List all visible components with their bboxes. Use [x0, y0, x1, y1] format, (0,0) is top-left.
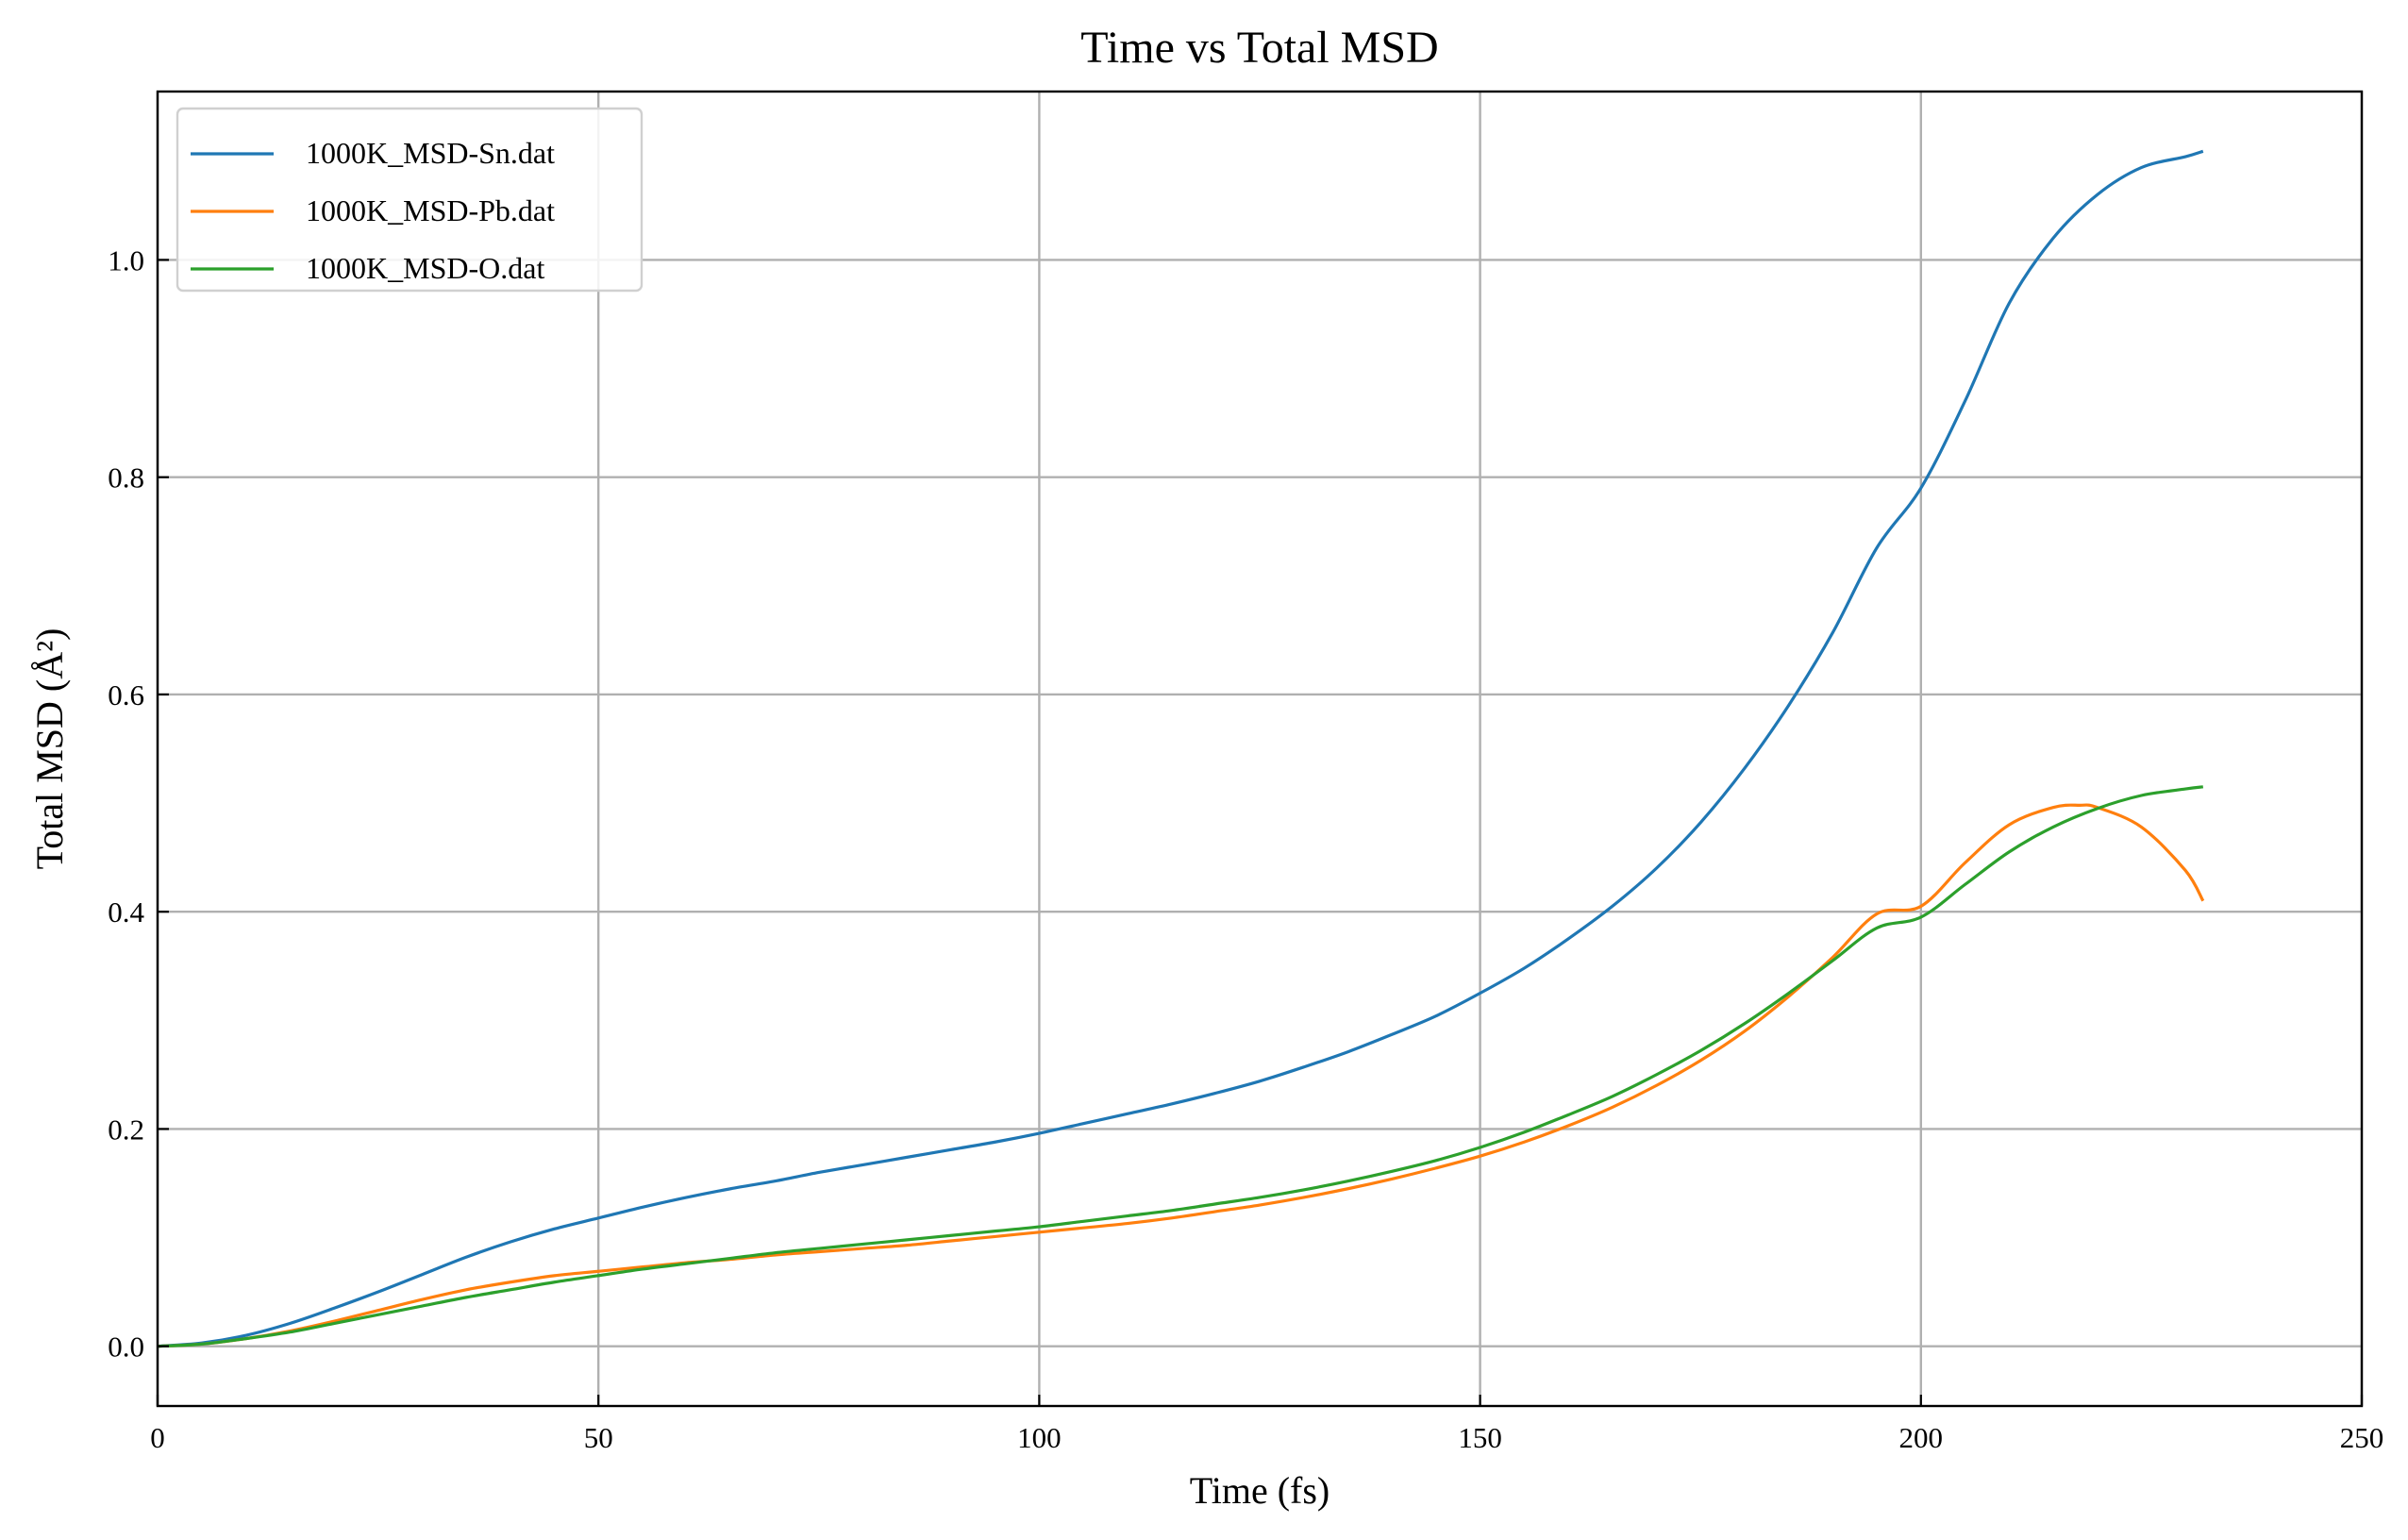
y-tick-label: 0.6: [108, 678, 144, 711]
x-axis-label: Time (fs): [1190, 1469, 1330, 1512]
legend-label: 1000K_MSD-Pb.dat: [306, 193, 555, 227]
x-tick-label: 200: [1899, 1421, 1944, 1454]
plot-frame: [156, 90, 2364, 1408]
series-line-0: [157, 149, 2204, 1348]
x-tick-label: 250: [2340, 1421, 2384, 1454]
legend-label: 1000K_MSD-O.dat: [306, 251, 544, 285]
y-tick-label: 0.2: [108, 1113, 144, 1146]
y-tick-label: 0.0: [108, 1331, 144, 1364]
y-tick-label: 0.8: [108, 461, 144, 494]
x-tick-label: 50: [584, 1421, 613, 1454]
grid: [156, 92, 2364, 1406]
y-tick-label: 0.4: [108, 896, 144, 929]
legend: 1000K_MSD-Sn.dat 1000K_MSD-Pb.dat 1000K_MS…: [176, 107, 644, 293]
x-tick-label: 0: [150, 1421, 165, 1454]
legend-box: [176, 107, 644, 293]
legend-label: 1000K_MSD-Sn.dat: [306, 136, 555, 170]
axis-ticks: 0 50 100 150 200 250 0.0 0.2 0.4 0.6 0.8 1.0: [108, 243, 2383, 1454]
series-lines: [157, 149, 2205, 1348]
x-tick-label: 150: [1458, 1421, 1502, 1454]
y-tick-label: 1.0: [108, 243, 144, 276]
chart-title: Time vs Total MSD: [1080, 23, 1438, 73]
series-line-1: [157, 803, 2205, 1348]
y-axis-label: Total MSD (Å²): [28, 628, 71, 870]
series-line-2: [157, 785, 2204, 1348]
x-tick-label: 100: [1017, 1421, 1062, 1454]
